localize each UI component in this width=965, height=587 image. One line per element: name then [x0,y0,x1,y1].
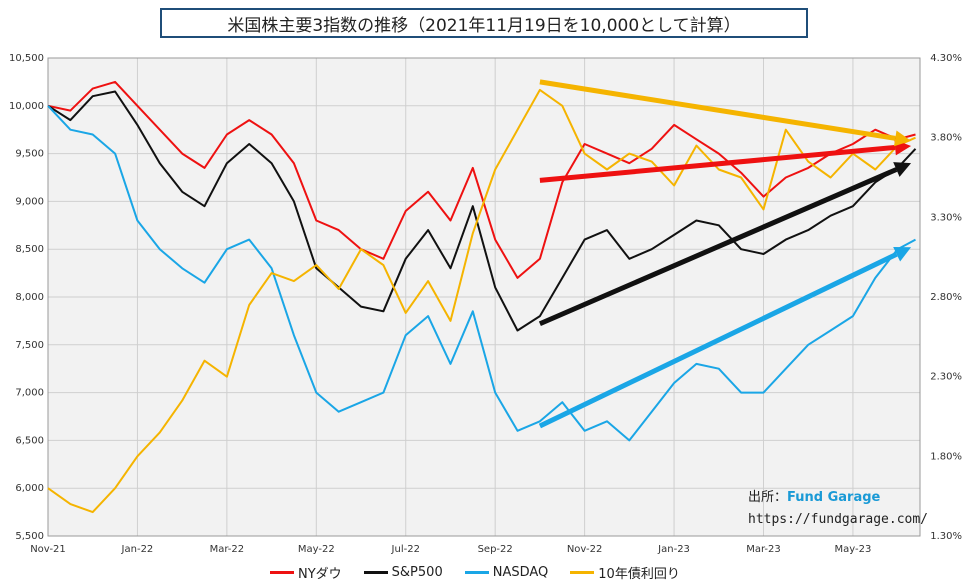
trend-arrow-line-1 [538,167,898,327]
trend-arrow-line-2 [538,251,898,429]
trend-arrow-head-1 [893,162,912,177]
x-tick-label: Nov-22 [567,544,603,555]
series-line-3 [47,88,916,514]
legend-item-nasdaq: NASDAQ [464,563,549,582]
trend-arrow-line-3 [539,79,896,141]
y-left-tick-label: 8,500 [15,244,44,255]
y-left-tick-label: 9,500 [15,149,44,160]
legend-label-nasdaq: NASDAQ [492,565,549,580]
legend-swatch-sp500 [363,571,388,574]
x-tick-label: Jan-23 [657,544,690,555]
y-left-tick-label: 6,500 [15,435,44,446]
source-url[interactable]: https://fundgarage.com/ [748,512,929,527]
y-right-tick-label: 1.30% [930,531,962,542]
series-line-2 [47,105,916,442]
plot-frame [47,57,921,537]
legend-swatch-nydow [270,571,294,574]
trend-arrow-head-3 [893,130,912,147]
y-left-tick-label: 7,000 [15,388,44,399]
legend-swatch-10y-yield [570,571,595,574]
chart-title: 米国株主要3指数の推移（2021年11月19日を10,000として計算） [160,8,808,38]
y-right-tick-label: 1.80% [930,451,962,462]
source-credit: 出所：Fund Garage [748,486,880,505]
source-prefix: 出所： [748,490,788,505]
y-left-tick-label: 8,000 [15,292,44,303]
y-left-tick-label: 7,500 [15,340,44,351]
x-tick-label: Nov-21 [30,544,66,555]
x-tick-label: Jul-22 [391,544,420,555]
y-left-tick-label: 5,500 [15,531,44,542]
legend-item-nydow: NYダウ [270,563,342,582]
trend-arrow-line-0 [539,144,896,183]
legend-item-10y-yield: 10年債利回り [570,563,680,582]
trend-arrow-head-2 [893,247,912,262]
legend-label-nydow: NYダウ [298,567,342,582]
legend-item-sp500: S&P500 [363,563,443,582]
y-right-tick-label: 2.80% [930,292,962,303]
x-tick-label: May-22 [298,544,335,555]
y-right-tick-label: 2.30% [930,372,962,383]
legend-swatch-nasdaq [464,571,489,574]
x-tick-label: Sep-22 [478,544,513,555]
y-left-tick-label: 10,000 [9,101,44,112]
y-right-tick-label: 3.80% [930,133,962,144]
legend-label-sp500: S&P500 [391,565,443,580]
x-tick-label: Mar-22 [210,544,245,555]
source-name: Fund Garage [787,490,881,505]
series-line-1 [47,90,917,332]
x-tick-label: May-23 [835,544,872,555]
legend: NYダウ S&P500 NASDAQ 10年債利回り [270,563,680,582]
y-right-tick-label: 3.30% [930,212,962,223]
y-left-tick-label: 9,000 [15,196,44,207]
x-tick-label: Mar-23 [746,544,781,555]
x-tick-label: Jan-22 [121,544,154,555]
y-right-tick-label: 4.30% [930,53,962,64]
y-left-tick-label: 6,000 [15,483,44,494]
legend-label-10y-yield: 10年債利回り [598,567,680,582]
y-left-tick-label: 10,500 [9,53,44,64]
